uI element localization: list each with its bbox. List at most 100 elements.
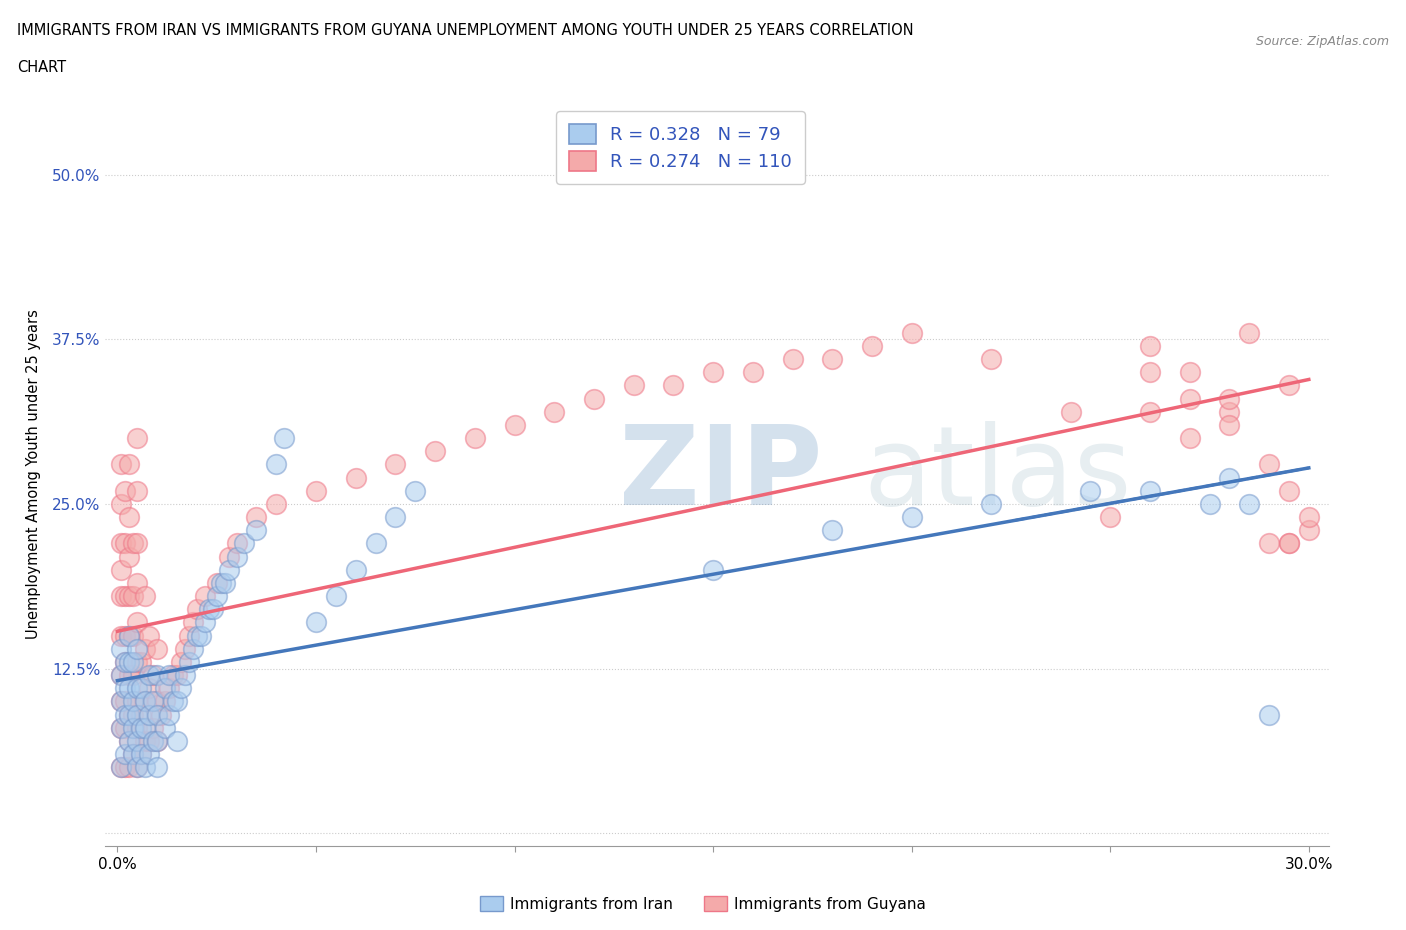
Point xyxy=(122,747,145,762)
Point xyxy=(138,734,160,749)
Y-axis label: Unemployment Among Youth under 25 years: Unemployment Among Youth under 25 years xyxy=(25,310,41,639)
Point xyxy=(1239,326,1261,340)
Point xyxy=(110,642,132,657)
Point xyxy=(142,721,165,736)
Point xyxy=(114,536,136,551)
Text: atlas: atlas xyxy=(863,420,1132,528)
Point xyxy=(122,668,145,683)
Point xyxy=(741,365,763,379)
Point xyxy=(118,668,141,683)
Point xyxy=(1258,536,1281,551)
Point xyxy=(110,628,132,643)
Point xyxy=(146,707,169,722)
Point xyxy=(194,615,217,630)
Point xyxy=(146,642,169,657)
Point xyxy=(134,721,156,736)
Point xyxy=(404,484,426,498)
Point xyxy=(110,721,132,736)
Point xyxy=(134,589,156,604)
Point xyxy=(118,628,141,643)
Point xyxy=(384,457,406,472)
Point xyxy=(1139,339,1161,353)
Point xyxy=(110,721,132,736)
Point xyxy=(127,734,149,749)
Point xyxy=(1278,484,1301,498)
Point xyxy=(114,484,136,498)
Point xyxy=(142,668,165,683)
Point xyxy=(138,681,160,696)
Point xyxy=(118,457,141,472)
Point xyxy=(1278,536,1301,551)
Point xyxy=(209,576,232,591)
Point xyxy=(129,707,152,722)
Point xyxy=(623,378,645,392)
Point xyxy=(384,510,406,525)
Text: CHART: CHART xyxy=(17,60,66,75)
Point xyxy=(114,681,136,696)
Point xyxy=(582,392,605,406)
Point xyxy=(218,563,240,578)
Point xyxy=(110,668,132,683)
Point xyxy=(166,734,188,749)
Point xyxy=(1178,392,1201,406)
Point xyxy=(138,628,160,643)
Text: ZIP: ZIP xyxy=(619,420,823,528)
Point xyxy=(1218,392,1240,406)
Point xyxy=(118,734,141,749)
Point xyxy=(245,510,267,525)
Point xyxy=(146,760,169,775)
Point xyxy=(134,642,156,657)
Point xyxy=(138,707,160,722)
Point xyxy=(344,471,367,485)
Point xyxy=(118,734,141,749)
Point xyxy=(166,668,188,683)
Point xyxy=(118,628,141,643)
Point xyxy=(127,431,149,445)
Point xyxy=(1278,536,1301,551)
Point xyxy=(225,549,247,564)
Point xyxy=(114,707,136,722)
Point xyxy=(146,668,169,683)
Point xyxy=(162,694,184,709)
Point xyxy=(702,365,724,379)
Text: IMMIGRANTS FROM IRAN VS IMMIGRANTS FROM GUYANA UNEMPLOYMENT AMONG YOUTH UNDER 25: IMMIGRANTS FROM IRAN VS IMMIGRANTS FROM … xyxy=(17,23,914,38)
Point xyxy=(821,523,844,538)
Point xyxy=(138,668,160,683)
Point xyxy=(122,628,145,643)
Point xyxy=(1239,497,1261,512)
Point xyxy=(146,694,169,709)
Point xyxy=(114,628,136,643)
Point xyxy=(264,457,287,472)
Point xyxy=(138,747,160,762)
Point xyxy=(118,589,141,604)
Point xyxy=(134,694,156,709)
Point xyxy=(127,721,149,736)
Point xyxy=(1139,484,1161,498)
Point xyxy=(194,589,217,604)
Point xyxy=(205,576,228,591)
Point xyxy=(205,589,228,604)
Point xyxy=(1099,510,1122,525)
Point xyxy=(142,694,165,709)
Point xyxy=(1298,523,1320,538)
Point xyxy=(325,589,347,604)
Point xyxy=(1059,405,1081,419)
Point xyxy=(305,615,328,630)
Point xyxy=(122,747,145,762)
Point xyxy=(114,589,136,604)
Point xyxy=(186,628,208,643)
Point xyxy=(170,681,193,696)
Point xyxy=(166,694,188,709)
Point xyxy=(1298,510,1320,525)
Point xyxy=(900,510,922,525)
Point xyxy=(110,668,132,683)
Point xyxy=(190,628,212,643)
Point xyxy=(118,707,141,722)
Legend: Immigrants from Iran, Immigrants from Guyana: Immigrants from Iran, Immigrants from Gu… xyxy=(474,889,932,918)
Point xyxy=(177,655,200,670)
Point xyxy=(177,628,200,643)
Point xyxy=(114,747,136,762)
Point xyxy=(980,352,1002,366)
Point xyxy=(662,378,685,392)
Point xyxy=(543,405,565,419)
